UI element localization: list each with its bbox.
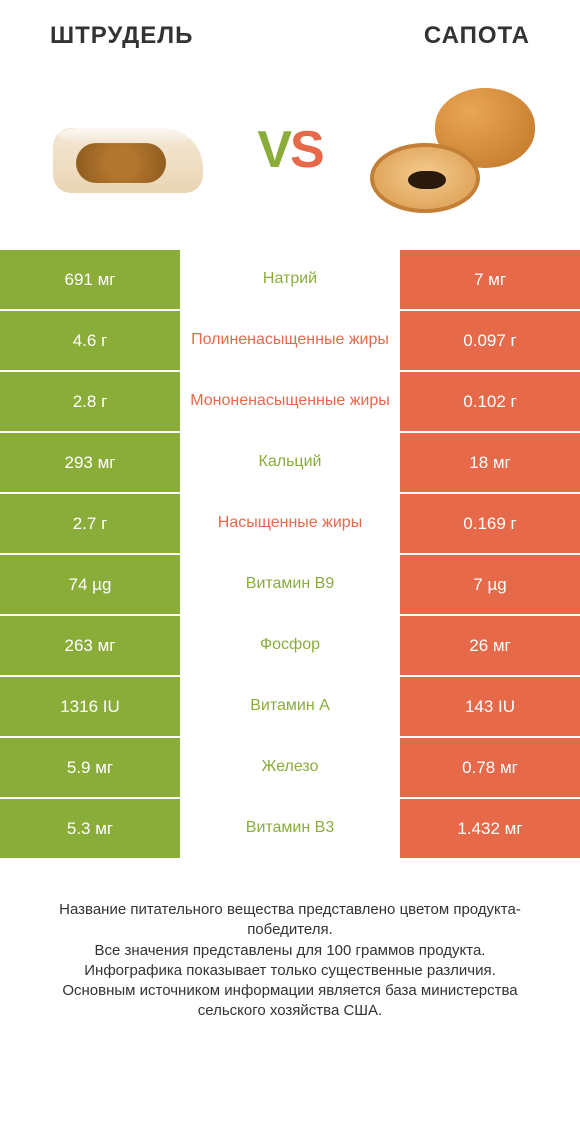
- right-title: САПОТА: [424, 22, 530, 50]
- header: ШТРУДЕЛЬ САПОТА: [0, 0, 580, 60]
- footnote-line: Основным источником информации является …: [30, 981, 550, 1022]
- table-row: 1316 IUВитамин A143 IU: [0, 677, 580, 738]
- left-value: 293 мг: [0, 433, 180, 492]
- left-value: 2.7 г: [0, 494, 180, 553]
- right-value: 18 мг: [400, 433, 580, 492]
- left-value: 4.6 г: [0, 311, 180, 370]
- nutrient-label: Железо: [180, 738, 400, 797]
- left-value: 74 µg: [0, 555, 180, 614]
- footnote-line: Инфографика показывает только существенн…: [30, 961, 550, 981]
- table-row: 263 мгФосфор26 мг: [0, 616, 580, 677]
- table-row: 2.7 гНасыщенные жиры0.169 г: [0, 494, 580, 555]
- right-value: 0.102 г: [400, 372, 580, 431]
- right-value: 7 µg: [400, 555, 580, 614]
- table-row: 5.9 мгЖелезо0.78 мг: [0, 738, 580, 799]
- nutrient-label: Фосфор: [180, 616, 400, 675]
- right-food-image: [365, 85, 540, 215]
- strudel-illustration: [48, 103, 208, 198]
- table-row: 4.6 гПолиненасыщенные жиры0.097 г: [0, 311, 580, 372]
- table-row: 691 мгНатрий7 мг: [0, 250, 580, 311]
- left-value: 5.3 мг: [0, 799, 180, 858]
- comparison-table: 691 мгНатрий7 мг4.6 гПолиненасыщенные жи…: [0, 250, 580, 860]
- right-value: 7 мг: [400, 250, 580, 309]
- right-value: 143 IU: [400, 677, 580, 736]
- nutrient-label: Витамин A: [180, 677, 400, 736]
- left-value: 691 мг: [0, 250, 180, 309]
- footnote-line: Название питательного вещества представл…: [30, 900, 550, 941]
- left-value: 1316 IU: [0, 677, 180, 736]
- table-row: 5.3 мгВитамин B31.432 мг: [0, 799, 580, 860]
- nutrient-label: Насыщенные жиры: [180, 494, 400, 553]
- nutrient-label: Полиненасыщенные жиры: [180, 311, 400, 370]
- footnotes: Название питательного вещества представл…: [0, 860, 580, 1022]
- left-value: 263 мг: [0, 616, 180, 675]
- left-value: 5.9 мг: [0, 738, 180, 797]
- nutrient-label: Мононенасыщенные жиры: [180, 372, 400, 431]
- nutrient-label: Витамин B9: [180, 555, 400, 614]
- sapota-illustration: [370, 88, 535, 213]
- vs-s: S: [290, 121, 323, 179]
- vs-v: V: [257, 121, 290, 179]
- right-value: 0.097 г: [400, 311, 580, 370]
- footnote-line: Все значения представлены для 100 граммо…: [30, 941, 550, 961]
- nutrient-label: Кальций: [180, 433, 400, 492]
- vs-label: VS: [257, 120, 322, 180]
- table-row: 74 µgВитамин B97 µg: [0, 555, 580, 616]
- nutrient-label: Витамин B3: [180, 799, 400, 858]
- table-row: 2.8 гМононенасыщенные жиры0.102 г: [0, 372, 580, 433]
- table-row: 293 мгКальций18 мг: [0, 433, 580, 494]
- left-title: ШТРУДЕЛЬ: [50, 22, 193, 50]
- right-value: 26 мг: [400, 616, 580, 675]
- left-value: 2.8 г: [0, 372, 180, 431]
- nutrient-label: Натрий: [180, 250, 400, 309]
- images-row: VS: [0, 60, 580, 250]
- right-value: 0.169 г: [400, 494, 580, 553]
- left-food-image: [40, 85, 215, 215]
- right-value: 0.78 мг: [400, 738, 580, 797]
- right-value: 1.432 мг: [400, 799, 580, 858]
